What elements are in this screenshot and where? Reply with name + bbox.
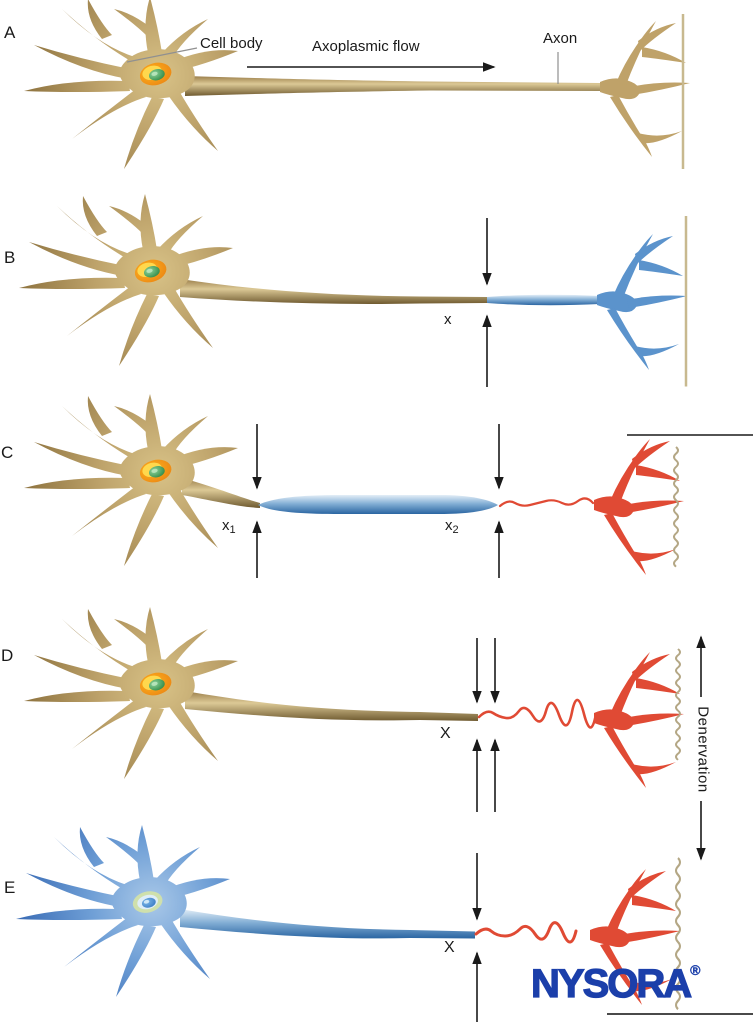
panel-d-terminal-arborization: [594, 652, 684, 788]
cell-body-pointer-line: [126, 47, 198, 63]
panel-a-neuron: [24, 0, 690, 171]
panel-c-axon-stub: [182, 478, 260, 508]
panel-e-cell-body: [16, 825, 230, 997]
panel-b-cell-body: [19, 194, 233, 366]
panel-b-lesion-label: x: [444, 311, 452, 328]
axoplasmic-flow-label: Axoplasmic flow: [312, 38, 420, 55]
panel-a-letter: A: [4, 23, 16, 42]
panel-d-regenerating-sprout: [477, 698, 598, 729]
denervation-label: Denervation: [694, 706, 712, 793]
panel-b-axon-distal-degenerated: [487, 294, 600, 306]
panel-d-letter: D: [1, 646, 14, 665]
panel-d-neuron: [24, 607, 706, 861]
axon-label: Axon: [543, 30, 578, 47]
registered-trademark-icon: ®: [690, 962, 701, 978]
panel-e-neuron: [16, 825, 753, 1022]
panel-e-letter: E: [4, 878, 16, 897]
panel-c-cell-body: [24, 394, 238, 566]
panel-e-lesion-label: X: [444, 939, 455, 956]
panel-c-terminal-arborization: [594, 439, 684, 575]
panel-e-axon: [180, 909, 475, 939]
nysora-logo-text: NYSORA: [530, 962, 692, 1006]
cell-body-label: Cell body: [200, 35, 263, 52]
panel-a-axon: [185, 76, 600, 96]
panel-d-cell-body: [24, 607, 238, 779]
panel-c-neuron: [24, 394, 753, 578]
panel-c-degenerated-segment: [258, 495, 498, 514]
panel-e-regenerating-sprout: [474, 921, 578, 944]
panel-b-neuron: [19, 194, 688, 388]
panel-a-terminal-arborization: [600, 21, 690, 157]
panel-d-axon: [185, 691, 478, 721]
panel-c-denervated-muscle-squiggle: [673, 446, 679, 568]
panel-d-lesion-label: X: [440, 725, 451, 742]
panel-c-lesion2-label: x2: [445, 517, 459, 536]
panel-c-letter: C: [1, 443, 14, 462]
panel-c-lesion1-label: x1: [222, 517, 236, 536]
panel-b-letter: B: [4, 248, 16, 267]
nysora-logo: NYSORA®: [530, 962, 701, 1006]
panel-b-axon-proximal: [180, 279, 487, 304]
panel-c-regenerating-sprout: [498, 497, 595, 508]
panel-b-terminal-arborization: [597, 234, 687, 370]
panel-d-denervated-muscle-squiggle: [675, 648, 681, 761]
